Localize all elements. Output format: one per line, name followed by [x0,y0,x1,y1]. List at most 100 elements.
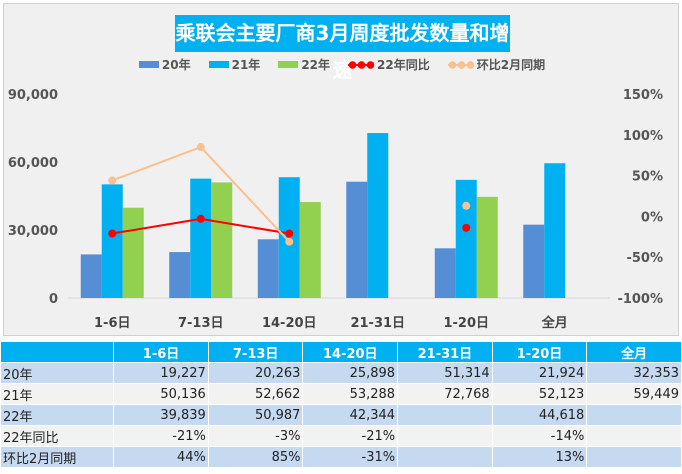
legend-swatch [208,61,229,68]
table-cell: 1-6日 [114,342,208,362]
table-cell: 53,288 [303,384,398,404]
line-segment-环比2月同期 [111,146,202,182]
table-row: 21年 50,136 52,662 53,288 72,768 52,123 59,449 [1,384,681,404]
bar-20年-14-20日 [257,239,279,298]
chart-title: 乘联会主要厂商3月周度批发数量和增速 [175,15,510,82]
point-22年同比-14-20日 [285,229,294,238]
point-22年同比-1-6日 [108,229,117,238]
point-环比2月同期-1-6日 [108,176,117,185]
table-cell: 21,924 [492,363,587,383]
table-row: 22年 39,839 50,987 42,344 44,618 [1,405,681,425]
table-header-row: 1-6日 7-13日 14-20日 21-31日 1-20日 全月 [1,342,681,362]
table-cell: 21-31日 [398,342,492,362]
x-tick-label: 7-13日 [178,316,224,331]
table-cell: 全月 [587,342,681,362]
table-cell: -3% [208,426,303,446]
x-tick-label: 21-31日 [350,316,405,331]
table-cell: 50,136 [114,384,208,404]
table-cell: 72,768 [398,384,492,404]
table-cell [587,426,681,446]
bar-21年-21-31日 [367,133,389,298]
point-22年同比-1-20日 [462,223,471,232]
y-left-tick-label: 30,000 [8,224,58,239]
table-cell [398,426,492,446]
table-cell: 85% [208,447,303,467]
table-cell: 44% [114,447,208,467]
table-cell: 13% [492,447,587,467]
table-cell: -21% [303,426,398,446]
table-cell: -21% [114,426,208,446]
y-right-tick-label: 150% [623,88,663,103]
table-cell [1,342,114,362]
table-cell: 44,618 [492,405,587,425]
table-cell: 14-20日 [303,342,398,362]
table-row: 20年 19,227 20,263 25,898 51,314 21,924 32,353 [1,363,681,383]
bar-21年-1-20日 [455,179,477,298]
table-cell: -14% [492,426,587,446]
legend-item: 22年同比 [348,56,430,73]
table-cell: 59,449 [587,384,681,404]
line-segment-环比2月同期 [200,146,290,243]
y-right-tick-label: 0% [641,210,663,225]
bar-20年-1-20日 [434,248,456,298]
bar-21年-1-6日 [101,184,123,298]
table-cell: 20年 [1,363,114,383]
table-cell: 32,353 [587,363,681,383]
bar-21年-7-13日 [190,178,212,298]
y-right-tick-label: 50% [632,170,663,185]
y-left-tick-label: 60,000 [8,156,58,171]
table-cell: 52,123 [492,384,587,404]
y-right-tick-label: 100% [623,129,663,144]
bar-20年-21-31日 [346,181,368,298]
table-cell: 39,839 [114,405,208,425]
line-segment-22年同比 [112,217,201,235]
table-cell [587,447,681,467]
legend-label: 20年 [161,58,191,72]
table-cell: 19,227 [114,363,208,383]
legend-line-marker [348,60,375,69]
legend-label: 22年同比 [377,58,430,72]
legend-line-marker [447,60,474,69]
table-cell: 51,314 [398,363,492,383]
x-tick-label: 1-20日 [443,316,489,331]
legend-label: 22年 [301,58,331,72]
legend-item: 20年 [138,56,191,73]
table-row: 环比2月同期 44% 85% -31% 13% [1,447,681,467]
bar-21年-全月 [544,163,566,298]
y-left-tick-label: 0 [49,292,58,307]
point-环比2月同期-14-20日 [285,237,294,246]
bar-20年-全月 [523,224,545,298]
y-left-tick-label: 90,000 [8,88,58,103]
data-table: 1-6日 7-13日 14-20日 21-31日 1-20日 全月 20年 19,227 20,… [0,341,682,468]
table-cell: 21年 [1,384,114,404]
table-cell [398,405,492,425]
table-cell: 22年同比 [1,426,114,446]
table-cell: 42,344 [303,405,398,425]
table-cell: 22年 [1,405,114,425]
legend: 20年 21年 22年 22年同比 环比2月同期 [4,56,680,73]
legend-item: 22年 [278,56,330,73]
y-right-tick-label: -50% [626,251,663,266]
table-cell: 环比2月同期 [1,447,114,467]
bar-22年-14-20日 [299,202,321,298]
table-cell: -31% [303,447,398,467]
table-row: 22年同比 -21% -3% -21% -14% [1,426,681,446]
plot: 0 30,000 60,000 90,000 -100% -50% 0% 50% 100% 150… [8,88,663,331]
table-cell: 50,987 [208,405,303,425]
table-cell: 20,263 [208,363,303,383]
legend-item: 21年 [208,56,261,73]
table-cell [587,405,681,425]
line-segment-22年同比 [200,217,290,235]
y-right-tick-label: -100% [617,292,663,307]
point-环比2月同期-7-13日 [196,143,205,152]
legend-label: 21年 [231,58,261,72]
point-22年同比-7-13日 [196,214,205,223]
table-cell: 7-13日 [208,342,303,362]
table-cell: 25,898 [303,363,398,383]
bar-20年-7-13日 [169,252,191,298]
table-cell: 52,662 [208,384,303,404]
bar-22年-1-6日 [122,207,144,298]
legend-swatch [278,61,299,68]
bar-20年-1-6日 [80,254,102,298]
